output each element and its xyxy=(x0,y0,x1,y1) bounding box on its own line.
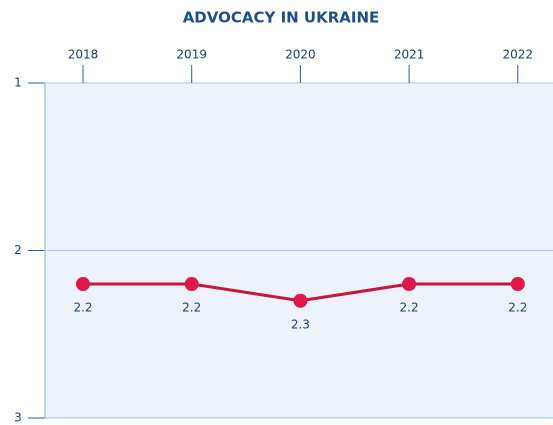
data-label: 2.2 xyxy=(182,301,201,315)
x-tick-label: 2019 xyxy=(176,48,207,62)
point xyxy=(510,277,525,291)
y-tick-label: 2 xyxy=(14,243,22,257)
y-tick-label: 1 xyxy=(14,76,22,90)
data-label: 2.2 xyxy=(400,301,419,315)
x-tick-label: 2021 xyxy=(394,48,425,62)
point xyxy=(184,277,199,291)
point xyxy=(76,277,90,291)
point xyxy=(293,293,308,308)
x-tick-label: 2022 xyxy=(503,48,534,62)
data-label: 2.2 xyxy=(508,301,527,315)
data-label: 2.3 xyxy=(291,317,310,331)
x-tick-label: 2020 xyxy=(285,48,316,62)
y-tick-label: 3 xyxy=(14,411,22,425)
x-tick-label: 2018 xyxy=(68,48,99,62)
chart-title: ADVOCACY IN UKRAINE xyxy=(183,9,380,27)
data-label: 2.2 xyxy=(73,301,92,315)
point xyxy=(402,277,417,291)
